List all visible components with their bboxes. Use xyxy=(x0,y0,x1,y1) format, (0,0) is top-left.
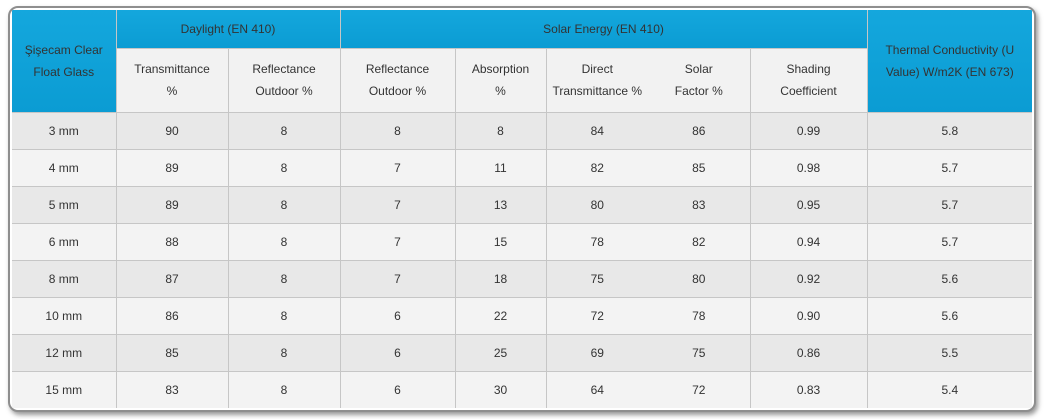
data-cell: 0.94 xyxy=(749,222,868,261)
data-cell: 8 xyxy=(227,185,341,224)
data-cell: 30 xyxy=(454,370,547,409)
column-header-reflectance-outdoor-daylight: Reflectance Outdoor % xyxy=(227,47,341,113)
row-label-thickness: 5 mm xyxy=(11,185,117,224)
table-row: 3 mm 90 8 8 8 84 86 0.99 5.8 xyxy=(11,111,1033,150)
column-header-absorption: Absorption % xyxy=(454,47,547,113)
data-cell: 75 xyxy=(647,333,751,372)
data-cell: 5.5 xyxy=(866,333,1033,372)
glass-spec-table-frame: Şişecam Clear Float Glass Daylight (EN 4… xyxy=(8,6,1036,412)
row-label-thickness: 3 mm xyxy=(11,111,117,150)
data-cell: 5.4 xyxy=(866,370,1033,409)
data-cell: 5.7 xyxy=(866,222,1033,261)
data-cell: 72 xyxy=(545,296,648,335)
data-cell: 18 xyxy=(454,259,547,298)
data-cell: 84 xyxy=(545,111,648,150)
data-cell: 8 xyxy=(227,333,341,372)
group-header-solar-energy: Solar Energy (EN 410) xyxy=(339,9,868,49)
data-cell: 86 xyxy=(115,296,229,335)
data-cell: 80 xyxy=(545,185,648,224)
data-cell: 5.8 xyxy=(866,111,1033,150)
data-cell: 22 xyxy=(454,296,547,335)
data-cell: 89 xyxy=(115,148,229,187)
row-label-thickness: 10 mm xyxy=(11,296,117,335)
data-cell: 15 xyxy=(454,222,547,261)
data-cell: 6 xyxy=(339,333,456,372)
column-header-shading-coefficient: Shading Coefficient xyxy=(749,47,868,113)
data-cell: 83 xyxy=(647,185,751,224)
row-label-thickness: 8 mm xyxy=(11,259,117,298)
table-row: 15 mm 83 8 6 30 64 72 0.83 5.4 xyxy=(11,370,1033,409)
data-cell: 8 xyxy=(339,111,456,150)
data-cell: 0.83 xyxy=(749,370,868,409)
data-cell: 90 xyxy=(115,111,229,150)
data-cell: 8 xyxy=(227,370,341,409)
data-cell: 88 xyxy=(115,222,229,261)
data-cell: 85 xyxy=(115,333,229,372)
data-cell: 0.99 xyxy=(749,111,868,150)
row-label-thickness: 15 mm xyxy=(11,370,117,409)
data-cell: 5.7 xyxy=(866,148,1033,187)
group-header-row: Şişecam Clear Float Glass Daylight (EN 4… xyxy=(11,9,1033,113)
data-cell: 82 xyxy=(647,222,751,261)
data-cell: 82 xyxy=(545,148,648,187)
data-cell: 13 xyxy=(454,185,547,224)
column-header-row: Transmittance % Reflectance Outdoor % Re… xyxy=(12,47,1032,113)
table-row: 12 mm 85 8 6 25 69 75 0.86 5.5 xyxy=(11,333,1033,372)
data-cell: 25 xyxy=(454,333,547,372)
data-cell: 7 xyxy=(339,222,456,261)
data-cell: 8 xyxy=(227,222,341,261)
group-header-daylight: Daylight (EN 410) xyxy=(115,9,341,49)
table-row: 4 mm 89 8 7 11 82 85 0.98 5.7 xyxy=(11,148,1033,187)
column-header-reflectance-outdoor-solar: Reflectance Outdoor % xyxy=(339,47,456,113)
data-cell: 6 xyxy=(339,370,456,409)
data-cell: 0.90 xyxy=(749,296,868,335)
data-cell: 69 xyxy=(545,333,648,372)
data-cell: 7 xyxy=(339,148,456,187)
data-cell: 8 xyxy=(227,111,341,150)
data-cell: 7 xyxy=(339,259,456,298)
data-cell: 8 xyxy=(227,296,341,335)
data-cell: 0.95 xyxy=(749,185,868,224)
data-cell: 11 xyxy=(454,148,547,187)
data-cell: 83 xyxy=(115,370,229,409)
data-cell: 89 xyxy=(115,185,229,224)
data-cell: 80 xyxy=(647,259,751,298)
data-cell: 5.6 xyxy=(866,296,1033,335)
data-cell: 0.86 xyxy=(749,333,868,372)
data-cell: 87 xyxy=(115,259,229,298)
data-cell: 8 xyxy=(454,111,547,150)
corner-header-product-name: Şişecam Clear Float Glass xyxy=(11,9,117,113)
row-label-thickness: 4 mm xyxy=(11,148,117,187)
table-row: 8 mm 87 8 7 18 75 80 0.92 5.6 xyxy=(11,259,1033,298)
table-row: 6 mm 88 8 7 15 78 82 0.94 5.7 xyxy=(11,222,1033,261)
data-cell: 5.6 xyxy=(866,259,1033,298)
data-cell: 78 xyxy=(647,296,751,335)
column-header-solar-factor: Solar Factor % xyxy=(647,47,751,113)
group-header-thermal-conductivity: Thermal Conductivity (U Value) W/m2K (EN… xyxy=(866,9,1033,113)
data-cell: 0.98 xyxy=(749,148,868,187)
data-cell: 7 xyxy=(339,185,456,224)
table-body: 3 mm 90 8 8 8 84 86 0.99 5.8 4 mm 89 8 7 11 82 85 0.98 5.… xyxy=(11,111,1033,409)
column-header-direct-transmittance: Direct Transmittance % xyxy=(545,47,648,113)
data-cell: 85 xyxy=(647,148,751,187)
data-cell: 5.7 xyxy=(866,185,1033,224)
row-label-thickness: 12 mm xyxy=(11,333,117,372)
data-cell: 72 xyxy=(647,370,751,409)
data-cell: 6 xyxy=(339,296,456,335)
table-row: 10 mm 86 8 6 22 72 78 0.90 5.6 xyxy=(11,296,1033,335)
data-cell: 78 xyxy=(545,222,648,261)
data-cell: 0.92 xyxy=(749,259,868,298)
table-row: 5 mm 89 8 7 13 80 83 0.95 5.7 xyxy=(11,185,1033,224)
glass-spec-table: Şişecam Clear Float Glass Daylight (EN 4… xyxy=(11,9,1033,409)
column-header-transmittance: Transmittance % xyxy=(115,47,229,113)
data-cell: 86 xyxy=(647,111,751,150)
data-cell: 8 xyxy=(227,259,341,298)
data-cell: 75 xyxy=(545,259,648,298)
data-cell: 64 xyxy=(545,370,648,409)
row-label-thickness: 6 mm xyxy=(11,222,117,261)
data-cell: 8 xyxy=(227,148,341,187)
